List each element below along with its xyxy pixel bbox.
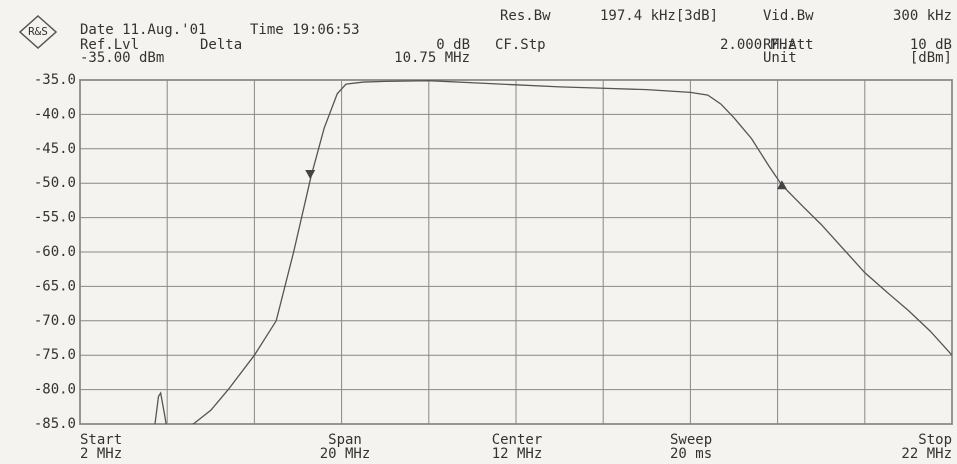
y-tick-label: -55.0	[34, 210, 76, 226]
header-text: 0 dB	[436, 37, 470, 53]
y-tick-label: -80.0	[34, 382, 76, 398]
header-text: 10 dB	[910, 37, 952, 53]
svg-text:R&S: R&S	[28, 25, 48, 38]
footer-text: 22 MHz	[901, 446, 952, 462]
header-text: Ref.Lvl	[80, 37, 139, 53]
header-text: 10.75 MHz	[394, 50, 470, 66]
header-text: [dBm]	[910, 50, 952, 66]
y-tick-label: -85.0	[34, 416, 76, 432]
footer-text: 20 MHz	[320, 446, 371, 462]
footer-text: Center	[492, 432, 543, 448]
y-tick-label: -35.0	[34, 72, 76, 88]
y-tick-label: -60.0	[34, 244, 76, 260]
y-tick-label: -65.0	[34, 278, 76, 294]
y-tick-label: -45.0	[34, 141, 76, 157]
footer-text: 20 ms	[670, 446, 712, 462]
y-tick-label: -70.0	[34, 313, 76, 329]
header-text: RF.Att	[763, 37, 814, 53]
trace	[154, 80, 952, 424]
header-text: CF.Stp	[495, 37, 546, 53]
footer-text: Start	[80, 432, 122, 448]
y-tick-label: -75.0	[34, 347, 76, 363]
header-text: 2.000 MHz	[720, 37, 796, 53]
y-tick-label: -40.0	[34, 106, 76, 122]
logo: R&S	[18, 14, 58, 50]
footer-text: Span	[328, 432, 362, 448]
header-text: -35.00 dBm	[80, 50, 164, 66]
trace-group	[154, 80, 952, 424]
header-text: Unit	[763, 50, 797, 66]
header-text: Vid.Bw	[763, 8, 814, 24]
footer-text: 12 MHz	[492, 446, 543, 462]
header-text: Delta	[200, 37, 242, 53]
header-text: Time 19:06:53	[250, 22, 360, 38]
marker	[305, 169, 316, 179]
header-text: 300 kHz	[893, 8, 952, 24]
footer-text: 2 MHz	[80, 446, 122, 462]
footer-text: Sweep	[670, 432, 712, 448]
header-text: Date 11.Aug.'01	[80, 22, 206, 38]
header-text: 197.4 kHz[3dB]	[600, 8, 718, 24]
footer-text: Stop	[918, 432, 952, 448]
y-tick-label: -50.0	[34, 175, 76, 191]
marker	[776, 180, 787, 190]
header-text: Res.Bw	[500, 8, 551, 24]
